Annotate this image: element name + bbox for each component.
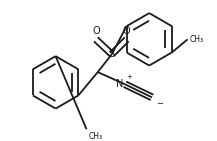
Text: CH₃: CH₃	[189, 35, 204, 44]
Text: N: N	[116, 79, 123, 89]
Text: +: +	[127, 74, 133, 80]
Text: CH₃: CH₃	[88, 132, 102, 141]
Text: O: O	[123, 26, 131, 36]
Text: −: −	[156, 99, 163, 108]
Text: O: O	[92, 26, 100, 36]
Text: S: S	[109, 49, 115, 59]
